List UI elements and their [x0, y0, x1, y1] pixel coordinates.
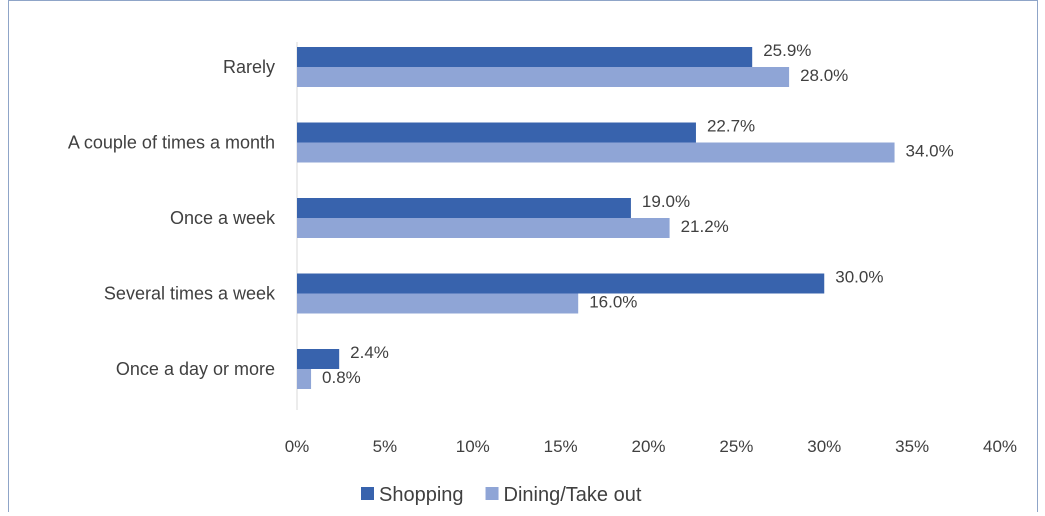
data-label: 0.8%	[322, 368, 361, 387]
x-tick-label: 35%	[895, 437, 929, 456]
data-label: 28.0%	[800, 66, 848, 85]
legend-swatch-dining	[485, 487, 499, 500]
bar-dining	[297, 142, 895, 163]
category-label: Several times a week	[104, 284, 276, 304]
data-label: 30.0%	[835, 268, 883, 287]
x-tick-label: 20%	[631, 437, 665, 456]
bar-dining	[297, 218, 670, 238]
category-label: A couple of times a month	[68, 133, 275, 153]
x-tick-label: 30%	[807, 437, 841, 456]
bar-shopping	[297, 349, 340, 369]
category-label: Once a day or more	[116, 359, 275, 379]
category-label: Rarely	[223, 57, 275, 77]
x-tick-label: 5%	[373, 437, 398, 456]
x-tick-label: 40%	[983, 437, 1017, 456]
bar-shopping	[297, 198, 631, 218]
data-label: 19.0%	[642, 192, 690, 211]
chart-frame	[8, 0, 1038, 512]
x-tick-label: 25%	[719, 437, 753, 456]
bar-shopping	[297, 47, 753, 67]
data-label: 22.7%	[707, 117, 755, 136]
legend-label: Dining/Take out	[504, 484, 642, 506]
x-tick-label: 10%	[456, 437, 490, 456]
legend-swatch-shopping	[361, 487, 374, 500]
data-label: 2.4%	[350, 343, 389, 362]
legend-label: Shopping	[379, 484, 464, 506]
x-tick-label: 15%	[544, 437, 578, 456]
x-tick-label: 0%	[285, 437, 310, 456]
bar-shopping	[297, 273, 825, 294]
bar-dining	[297, 293, 579, 314]
bar-dining	[297, 369, 312, 389]
data-label: 21.2%	[681, 217, 729, 236]
bar-dining	[297, 67, 790, 87]
category-label: Once a week	[170, 208, 276, 228]
data-label: 25.9%	[763, 41, 811, 60]
data-label: 34.0%	[906, 142, 954, 161]
data-label: 16.0%	[589, 293, 637, 312]
bar-shopping	[297, 122, 696, 143]
